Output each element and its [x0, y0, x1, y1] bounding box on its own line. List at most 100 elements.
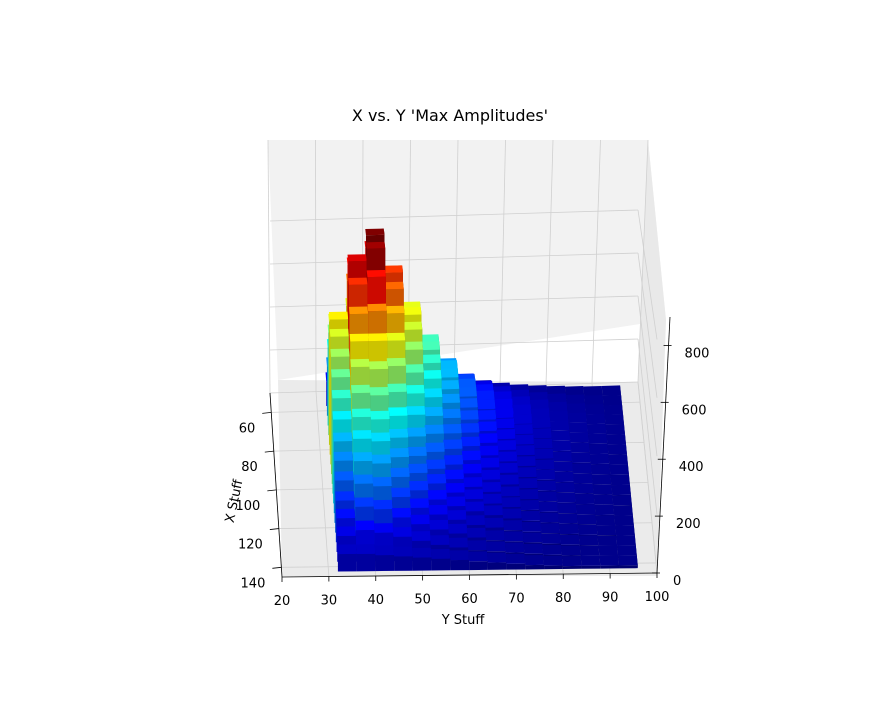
- bar-top-face: [542, 544, 562, 555]
- bar-top-face: [387, 383, 407, 393]
- bar-top-face: [573, 473, 593, 484]
- bar-top-face: [468, 551, 488, 562]
- bar-top-face: [537, 491, 558, 502]
- x-stuff-tick-mark: [264, 450, 274, 453]
- x-stuff-tick-mark: [267, 489, 277, 492]
- bar-top-face: [385, 305, 405, 314]
- bar-top-face: [604, 414, 625, 425]
- bar-top-face: [332, 410, 352, 420]
- bar: [430, 548, 451, 571]
- bar-front-face: [394, 556, 413, 571]
- bar-top-face: [368, 361, 389, 370]
- bar-top-face: [442, 423, 462, 434]
- back-grid-line: [545, 139, 554, 385]
- bar-top-face: [465, 515, 486, 526]
- bar-top-face: [521, 521, 542, 532]
- back-grid-line: [315, 139, 317, 392]
- bar-top-face: [447, 510, 467, 520]
- bar-top-face: [354, 497, 374, 507]
- bar-top-face: [353, 452, 373, 462]
- bar-top-face: [429, 519, 449, 530]
- back-grid-line: [269, 295, 639, 308]
- bar-top-face: [366, 269, 386, 278]
- bar: [524, 554, 545, 570]
- bar-top-face: [613, 505, 633, 516]
- bar-top-face: [586, 413, 606, 425]
- side-grid-line: [637, 295, 658, 457]
- bar-top-face: [388, 407, 408, 417]
- bar: [561, 555, 582, 570]
- bar-top-face: [495, 418, 515, 429]
- y-stuff-axis-label: Y Stuff: [441, 613, 486, 628]
- bar-top-face: [599, 555, 620, 566]
- bar-top-face: [590, 463, 611, 475]
- z-tick-label: 400: [679, 460, 704, 475]
- bar-top-face: [558, 513, 578, 524]
- bar-front-face: [525, 564, 545, 570]
- bar-top-face: [467, 540, 487, 551]
- bar-top-face: [576, 514, 597, 525]
- bar-top-face: [569, 432, 589, 443]
- bar-top-face: [334, 471, 354, 481]
- bar-top-face: [532, 428, 552, 439]
- y-stuff-tick-label: 90: [602, 591, 619, 606]
- bar-top-face: [392, 527, 413, 537]
- bar-top-face: [330, 348, 350, 357]
- bar-top-face: [607, 444, 627, 455]
- bar-top-face: [477, 421, 498, 432]
- bar-top-face: [439, 368, 459, 378]
- bar-top-face: [520, 510, 541, 521]
- bar-top-face: [513, 424, 534, 435]
- bar-top-face: [503, 520, 523, 531]
- bar-top-face: [422, 370, 442, 379]
- x-stuff-tick-label: 120: [238, 538, 263, 553]
- bar-top-face: [588, 443, 609, 455]
- bar-top-face: [391, 507, 412, 518]
- bar-top-face: [440, 393, 461, 404]
- bar-top-face: [386, 357, 407, 367]
- bar-top-face: [420, 341, 440, 351]
- bar-front-face: [506, 563, 526, 570]
- bar-top-face: [427, 490, 448, 500]
- bar-top-face: [481, 469, 501, 480]
- bar-top-face: [393, 546, 413, 557]
- bar-top-face: [426, 473, 447, 484]
- bar-top-face: [374, 545, 395, 556]
- bar-top-face: [593, 494, 614, 505]
- z-tick-label: 200: [676, 517, 701, 532]
- bar-top-face: [335, 491, 355, 501]
- bar: [580, 555, 601, 569]
- x-stuff-tick-label: 60: [239, 421, 256, 436]
- bar-top-face: [352, 430, 372, 439]
- bar-top-face: [402, 321, 423, 330]
- bar-top-face: [602, 395, 623, 406]
- x-stuff-axis-line: [269, 392, 283, 578]
- z-tick-label: 0: [673, 574, 681, 589]
- y-stuff-tick-label: 20: [274, 594, 291, 609]
- bar-top-face: [549, 411, 569, 422]
- bar-top-face: [331, 389, 352, 399]
- bar-top-face: [550, 420, 570, 431]
- y-stuff-tick-label: 30: [321, 594, 338, 609]
- bar-top-face: [480, 457, 500, 468]
- bar-top-face: [347, 254, 367, 262]
- bar-top-face: [543, 555, 563, 566]
- chart-title: X vs. Y 'Max Amplitudes': [352, 106, 548, 125]
- y-stuff-tick-label: 80: [555, 591, 572, 606]
- bar-top-face: [337, 544, 357, 555]
- z-ticks: 0 200 400 600 800: [652, 345, 709, 589]
- bar-front-face: [600, 565, 620, 569]
- back-grid-line: [637, 139, 649, 383]
- bar-top-face: [423, 388, 443, 398]
- bar-top-face: [546, 385, 566, 397]
- bar-top-face: [443, 439, 463, 449]
- bar-top-face: [553, 461, 574, 472]
- bar-top-face: [409, 498, 430, 508]
- bar-top-face: [514, 434, 535, 445]
- bar-top-face: [584, 395, 604, 406]
- bar-top-face: [336, 526, 356, 537]
- bar-top-face: [350, 358, 370, 368]
- bar-top-face: [617, 545, 637, 556]
- bar-top-face: [609, 464, 629, 475]
- bar-top-face: [566, 403, 587, 414]
